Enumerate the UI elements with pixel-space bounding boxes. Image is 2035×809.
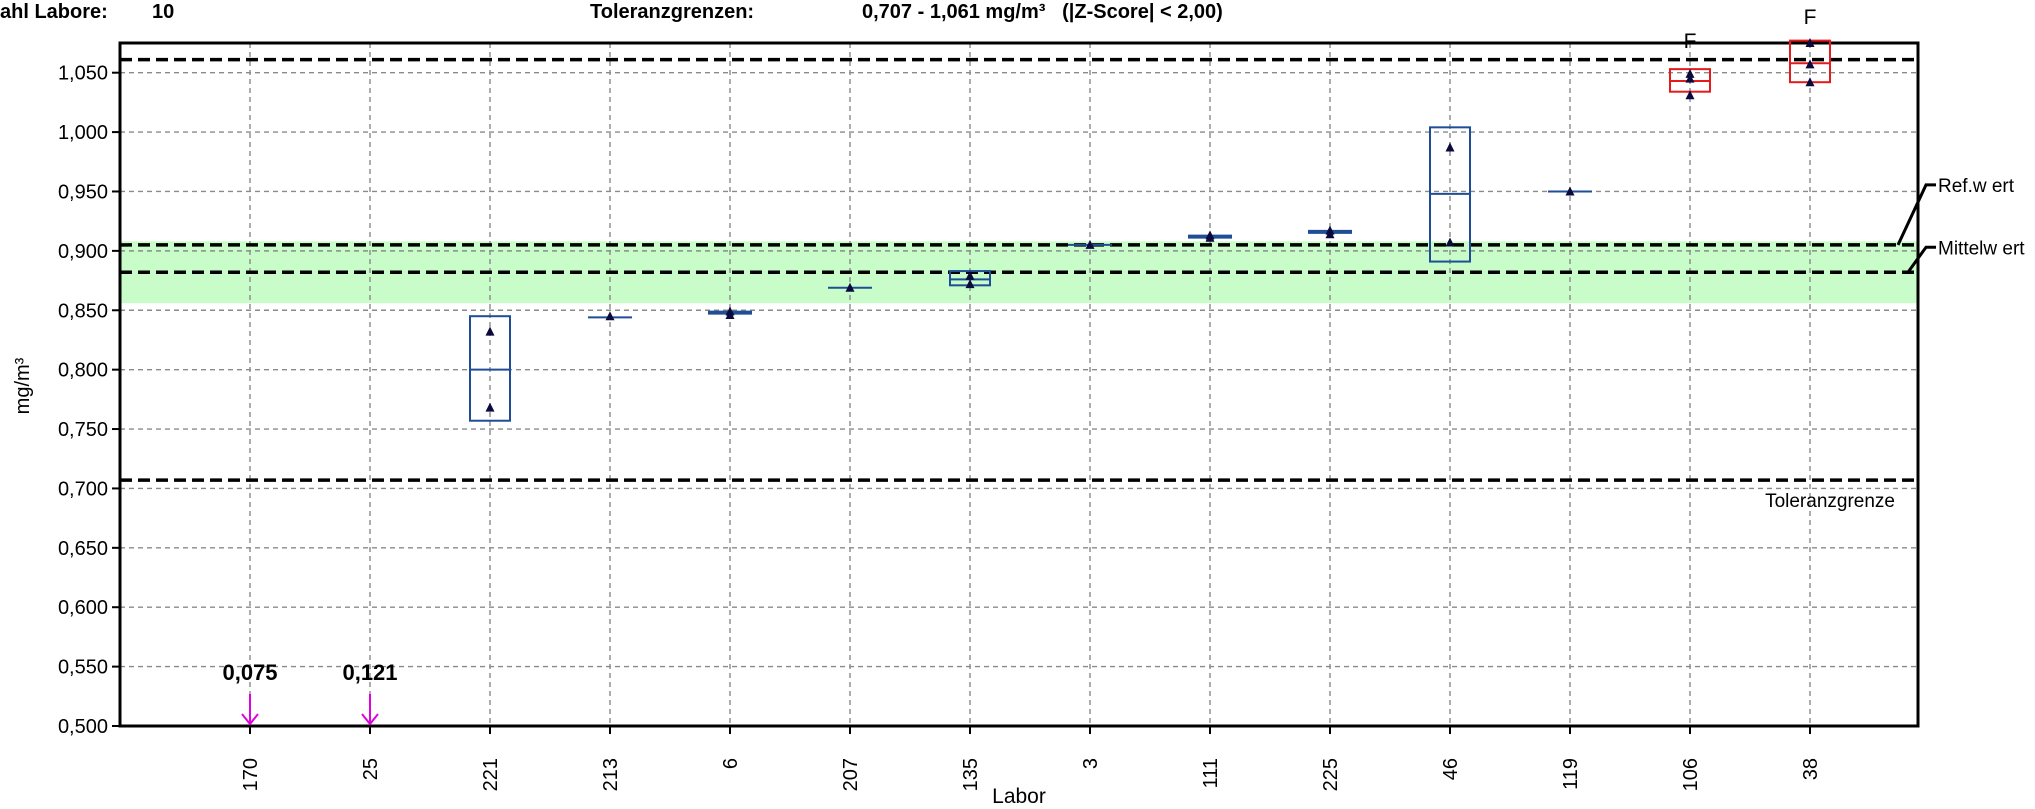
offscale-value-label: 0,121 [342,660,397,685]
tolerance-band [120,241,1918,304]
y-tick-label: 0,600 [58,597,108,619]
data-point [1685,73,1695,83]
y-tick-label: 0,750 [58,419,108,441]
outlier-flag: F [1804,6,1817,29]
x-tick-label: 3 [1080,758,1102,769]
x-tick-label: 213 [600,758,622,791]
y-tick-label: 0,650 [58,538,108,560]
x-tick-label: 207 [840,758,862,791]
data-point [1325,229,1335,239]
y-tick-label: 0,500 [58,716,108,738]
ref-line-label: Ref.w ert [1938,176,2015,197]
x-tick-label: 221 [480,758,502,791]
data-point [1685,68,1695,78]
y-tick-label: 0,850 [58,300,108,322]
data-point [1565,186,1575,196]
offscale-arrow-head [361,713,379,726]
tolerance-line-label: Toleranzgrenze [1765,491,1895,512]
x-axis-label: Labor [992,785,1046,808]
y-tick-label: 0,900 [58,241,108,263]
labs-count-label: ahl Labore: [0,1,108,23]
x-tick-label: 106 [1680,758,1702,791]
mean-callout-line [1906,245,1936,274]
ref-callout-line [1896,183,1936,246]
x-tick-label: 135 [960,758,982,791]
data-point [1445,142,1455,152]
data-point [485,326,495,336]
data-point [965,270,975,280]
data-point [1805,77,1815,87]
x-tick-label: 225 [1320,758,1342,791]
y-tick-label: 0,550 [58,657,108,679]
plot-frame [118,41,1920,728]
tolerance-label: Toleranzgrenzen: [590,1,755,23]
data-point [845,282,855,292]
y-tick-label: 1,000 [58,122,108,144]
x-tick-label: 25 [360,758,382,780]
data-point [965,279,975,289]
tolerance-value: 0,707 - 1,061 mg/m³ (|Z-Score| < 2,00) [862,1,1223,23]
mean-line-label: Mittelw ert [1938,238,2025,259]
lab-box [469,315,511,422]
data-point [1085,239,1095,249]
offscale-value-label: 0,075 [222,660,277,685]
y-tick-label: 0,700 [58,478,108,500]
x-tick-label: 38 [1800,758,1822,780]
x-tick-label: 170 [240,758,262,791]
x-tick-label: 119 [1560,758,1582,790]
data-point [1805,38,1815,47]
data-point [1805,59,1815,69]
x-tick-label: 46 [1440,758,1462,780]
y-tick-label: 0,950 [58,181,108,203]
labs-count-value: 10 [152,1,175,23]
y-tick-label: 1,050 [58,63,108,85]
data-point [1205,232,1215,242]
offscale-arrow-head [241,713,259,726]
data-point [485,402,495,412]
data-point [725,310,735,320]
y-axis-label: mg/m³ [12,357,34,414]
x-tick-label: 6 [720,758,742,769]
outlier-flag: F [1684,30,1697,53]
data-point [1445,237,1455,247]
data-point [605,311,615,321]
data-point [1685,90,1695,100]
y-tick-label: 0,800 [58,360,108,382]
x-tick-label: 111 [1200,758,1222,788]
